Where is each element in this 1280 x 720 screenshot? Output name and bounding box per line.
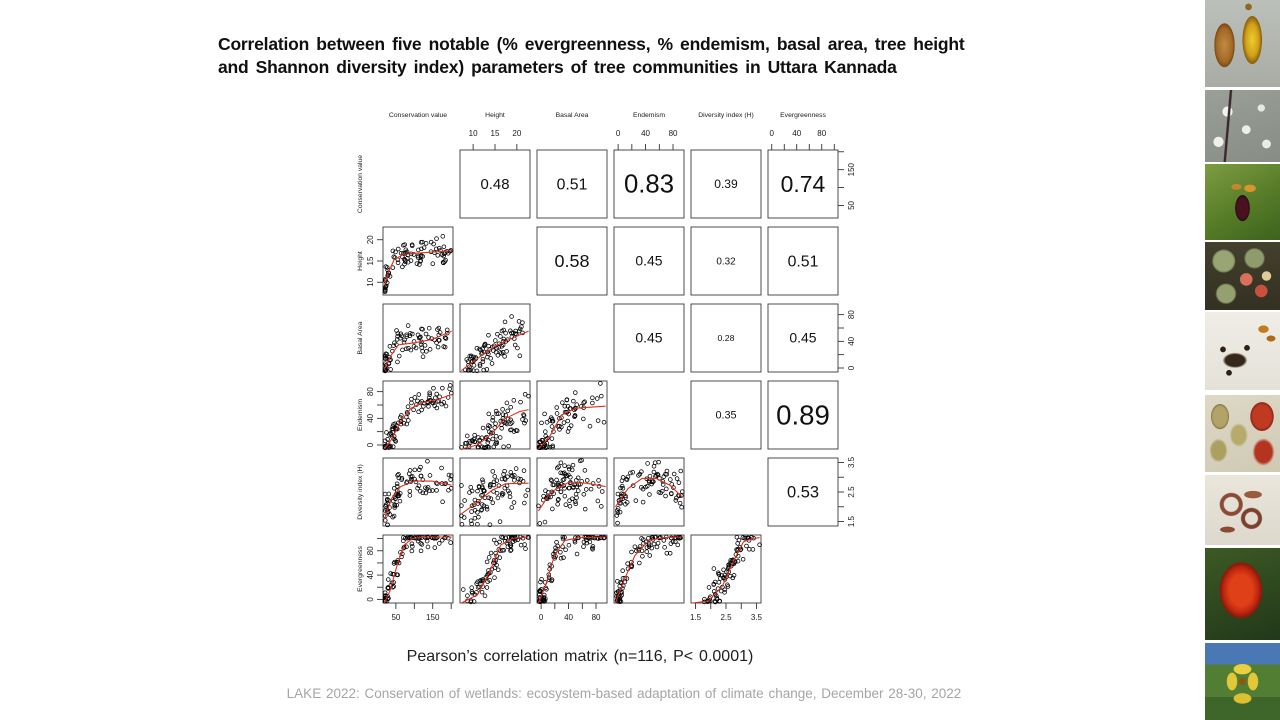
svg-text:Basal Area: Basal Area — [357, 321, 364, 354]
svg-text:0.51: 0.51 — [557, 176, 588, 193]
svg-text:Conservation value: Conservation value — [357, 155, 364, 213]
svg-text:0: 0 — [616, 129, 621, 138]
dark-seeds-photo — [1205, 312, 1280, 390]
svg-text:80: 80 — [366, 387, 375, 396]
svg-text:50: 50 — [847, 200, 856, 209]
curled-pods-photo — [1205, 475, 1280, 545]
svg-text:0: 0 — [366, 597, 375, 602]
svg-text:40: 40 — [641, 129, 650, 138]
svg-text:0.74: 0.74 — [781, 171, 826, 197]
svg-text:0.28: 0.28 — [718, 333, 735, 343]
svg-text:2.5: 2.5 — [847, 486, 856, 498]
svg-text:0: 0 — [770, 129, 775, 138]
svg-text:40: 40 — [366, 413, 375, 422]
svg-text:150: 150 — [847, 162, 856, 176]
svg-text:20: 20 — [512, 129, 521, 138]
svg-text:10: 10 — [469, 129, 478, 138]
svg-text:Conservation value: Conservation value — [389, 112, 447, 119]
svg-text:0: 0 — [366, 442, 375, 447]
slide-title-line1: Correlation between five notable (% ever… — [218, 34, 965, 54]
green-fruits-photo — [1205, 242, 1280, 310]
svg-text:80: 80 — [366, 546, 375, 555]
yellow-flowers-photo — [1205, 643, 1280, 720]
slide-title-line2: and Shannon diversity index) parameters … — [218, 57, 897, 77]
svg-text:Evergreenness: Evergreenness — [780, 112, 826, 119]
photo-strip — [1205, 0, 1280, 720]
svg-text:40: 40 — [792, 129, 801, 138]
svg-text:15: 15 — [366, 256, 375, 265]
svg-text:0: 0 — [847, 365, 856, 370]
svg-text:0.48: 0.48 — [481, 177, 510, 193]
svg-text:10: 10 — [366, 277, 375, 286]
svg-text:0.45: 0.45 — [789, 330, 816, 346]
chart-caption: Pearson’s correlation matrix (n=116, P< … — [406, 648, 754, 665]
svg-text:0.45: 0.45 — [635, 330, 662, 346]
slide-footer: LAKE 2022: Conservation of wetlands: eco… — [286, 686, 962, 701]
svg-text:0.45: 0.45 — [635, 253, 662, 269]
svg-text:Diversity index (H): Diversity index (H) — [357, 464, 364, 520]
maroon-orchid-photo — [1205, 164, 1280, 240]
svg-text:0.53: 0.53 — [787, 484, 819, 502]
svg-text:1.5: 1.5 — [847, 515, 856, 527]
svg-text:50: 50 — [391, 613, 400, 622]
svg-text:Endemism: Endemism — [633, 112, 665, 119]
svg-text:80: 80 — [817, 129, 826, 138]
svg-text:40: 40 — [564, 613, 573, 622]
svg-text:3.5: 3.5 — [751, 613, 763, 622]
svg-text:80: 80 — [592, 613, 601, 622]
svg-text:80: 80 — [669, 129, 678, 138]
svg-text:0.32: 0.32 — [716, 256, 736, 267]
svg-text:0.51: 0.51 — [788, 253, 819, 270]
svg-text:2.5: 2.5 — [720, 613, 732, 622]
svg-text:40: 40 — [366, 570, 375, 579]
svg-text:Height: Height — [485, 112, 505, 119]
olive-seeds-red-fruits-photo — [1205, 395, 1280, 472]
svg-text:0.83: 0.83 — [624, 171, 674, 199]
svg-text:Basal Area: Basal Area — [556, 112, 589, 119]
svg-text:0.39: 0.39 — [714, 177, 738, 191]
svg-text:0.89: 0.89 — [776, 399, 830, 430]
svg-text:0.35: 0.35 — [715, 410, 736, 422]
correlation-matrix-chart: Conservation value 50 150 Height 10 15 20 Basal… — [353, 102, 873, 630]
svg-text:150: 150 — [426, 613, 440, 622]
svg-text:Diversity index (H): Diversity index (H) — [698, 112, 754, 119]
svg-text:Evergreenness: Evergreenness — [357, 546, 364, 592]
svg-text:Height: Height — [357, 251, 364, 271]
golden-seed-pods-photo — [1205, 0, 1280, 87]
svg-text:Endemism: Endemism — [357, 399, 364, 431]
svg-text:40: 40 — [847, 336, 856, 345]
svg-text:0: 0 — [539, 613, 544, 622]
svg-text:80: 80 — [847, 310, 856, 319]
svg-text:20: 20 — [366, 235, 375, 244]
svg-text:3.5: 3.5 — [847, 456, 856, 468]
svg-text:15: 15 — [491, 129, 500, 138]
white-flowers-photo — [1205, 90, 1280, 162]
red-flower-cluster-photo — [1205, 548, 1280, 640]
slide-title: Correlation between five notable (% ever… — [218, 33, 1013, 79]
svg-text:0.58: 0.58 — [555, 251, 590, 271]
svg-text:1.5: 1.5 — [690, 613, 702, 622]
